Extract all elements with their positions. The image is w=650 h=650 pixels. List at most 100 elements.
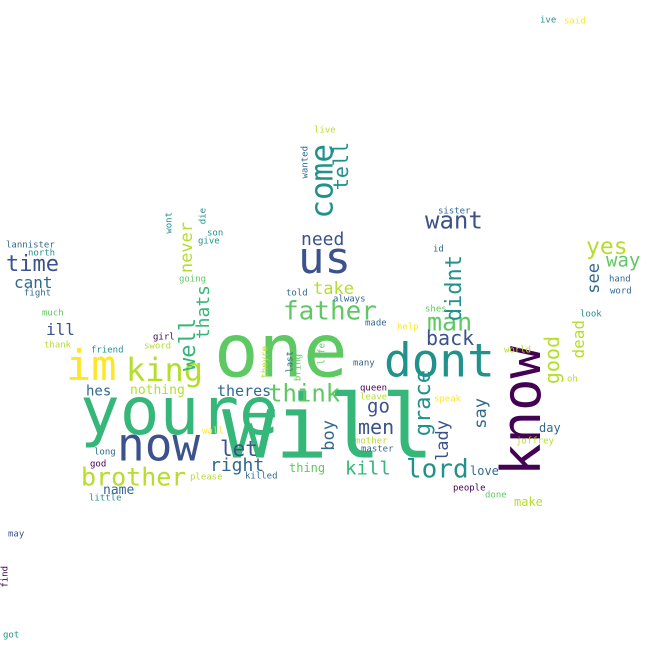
word-shes: shes — [425, 305, 447, 315]
word-dead: dead — [569, 320, 588, 359]
word-going: going — [179, 275, 206, 285]
word-youre: youre — [80, 373, 279, 450]
word-love: love — [470, 464, 499, 478]
word-man: man — [427, 307, 472, 336]
word-know: know — [490, 345, 553, 476]
word-say: say — [471, 398, 491, 429]
word-make: make — [514, 495, 543, 509]
word-sword: sword — [144, 342, 171, 352]
word-men: men — [358, 415, 394, 439]
word-people: people — [453, 484, 486, 494]
word-queen: queen — [360, 384, 387, 394]
word-us: us — [298, 233, 351, 284]
word-fight: fight — [24, 289, 51, 299]
word-way: way — [606, 250, 640, 272]
word-leave: leave — [360, 393, 387, 403]
word-please: please — [190, 473, 223, 483]
word-im: im — [66, 341, 117, 390]
word-told: told — [286, 289, 308, 299]
word-never: never — [177, 222, 197, 273]
word-bring: bring — [294, 354, 304, 381]
word-son: son — [207, 229, 223, 239]
word-time: time — [6, 252, 59, 277]
word-didnt: didnt — [442, 255, 467, 321]
word-hand: hand — [609, 275, 631, 285]
word-need: need — [301, 229, 344, 250]
word-long: long — [94, 448, 116, 458]
word-go: go — [367, 396, 390, 418]
word-find: find — [1, 566, 11, 588]
word-much: much — [42, 309, 64, 319]
word-one: one — [214, 308, 348, 394]
word-kill: kill — [345, 458, 391, 480]
word-well: well — [176, 318, 201, 371]
word-want: want — [425, 207, 483, 235]
word-back: back — [426, 326, 474, 350]
word-friend: friend — [91, 346, 124, 356]
word-ill: ill — [46, 320, 75, 339]
word-speak: speak — [434, 395, 462, 405]
word-hes: hes — [86, 384, 111, 400]
word-think: think — [268, 380, 341, 408]
word-god: god — [90, 460, 106, 470]
word-theres: theres — [217, 382, 271, 400]
word-come: come — [304, 144, 340, 219]
word-world: world — [504, 346, 531, 356]
word-dont: dont — [384, 333, 495, 387]
word-got: got — [3, 631, 19, 641]
word-wont: wont — [165, 212, 175, 234]
word-let: let — [220, 437, 258, 461]
word-die: die — [199, 208, 209, 224]
word-killed: killed — [245, 472, 278, 482]
word-word: word — [610, 287, 632, 297]
word-mother: mother — [355, 437, 388, 447]
word-see: see — [584, 263, 604, 294]
word-north: north — [28, 249, 55, 259]
word-cant: cant — [14, 273, 53, 292]
word-girl: girl — [153, 333, 175, 343]
word-boy: boy — [319, 420, 339, 451]
word-live: live — [314, 126, 336, 136]
word-theyre: theyre — [261, 346, 271, 379]
word-always: always — [333, 295, 366, 305]
word-oh: oh — [567, 375, 578, 385]
word-help: help — [397, 323, 419, 333]
word-sister: sister — [438, 207, 471, 217]
word-look: look — [580, 310, 602, 320]
word-day: day — [539, 421, 561, 435]
word-lord: lord — [406, 454, 469, 484]
word-grace: grace — [411, 370, 436, 436]
word-yes: yes — [586, 234, 628, 260]
word-joffrey: joffrey — [516, 437, 555, 447]
word-lady: lady — [433, 420, 453, 461]
word-wanted: wanted — [301, 146, 311, 179]
word-id: id — [433, 245, 444, 255]
word-will: will — [222, 376, 434, 479]
word-life: life — [318, 343, 328, 365]
word-little: little — [89, 494, 122, 504]
word-nothing: nothing — [130, 383, 185, 398]
word-made: made — [365, 319, 387, 329]
word-king: king — [126, 351, 203, 389]
word-wall: wall — [202, 427, 224, 437]
word-father: father — [283, 296, 377, 326]
word-tell: tell — [329, 142, 353, 190]
word-last: last — [286, 351, 296, 373]
word-brother: brother — [81, 462, 186, 491]
word-good: good — [540, 336, 564, 384]
word-thats: thats — [193, 285, 214, 339]
word-thing: thing — [289, 461, 325, 475]
word-take: take — [313, 279, 354, 299]
word-master: master — [361, 445, 394, 455]
word-ive: ive — [540, 16, 556, 26]
word-right: right — [210, 455, 264, 476]
word-said: said — [564, 17, 586, 27]
word-done: done — [485, 491, 507, 501]
word-many: many — [353, 359, 375, 369]
word-now: now — [117, 417, 200, 471]
word-give: give — [198, 237, 220, 247]
word-name: name — [103, 483, 134, 498]
word-lannister: lannister — [6, 241, 55, 251]
word-may: may — [8, 530, 25, 540]
